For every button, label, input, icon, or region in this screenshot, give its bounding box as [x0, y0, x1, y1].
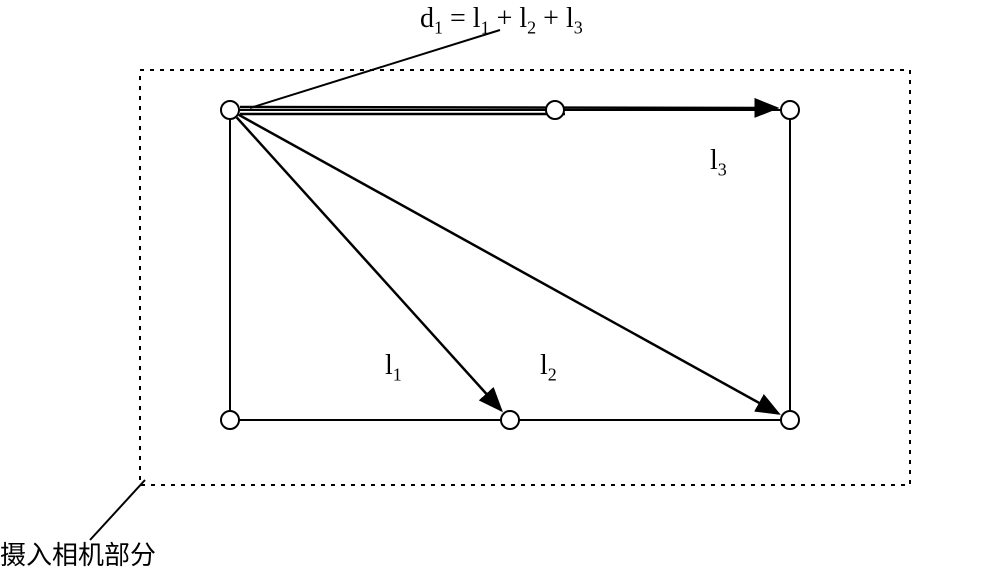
diagram-canvas — [0, 0, 1000, 571]
equation-text: d1 = l1 + l2 + l3 — [420, 3, 583, 39]
label-l2: l2 — [540, 350, 557, 386]
label-l3: l3 — [710, 145, 727, 181]
label-l1: l1 — [385, 350, 402, 386]
caption-text: 摄入相机部分 — [0, 535, 156, 572]
